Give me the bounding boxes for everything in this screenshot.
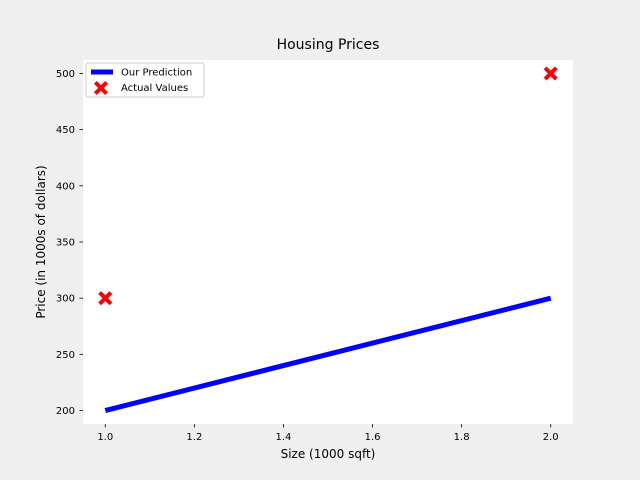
actual-value-point — [543, 66, 558, 81]
actual-value-point — [98, 291, 113, 306]
prediction-line — [104, 295, 552, 413]
y-axis-label: Price (in 1000s of dollars) — [34, 165, 48, 318]
y-tick-label: 350 — [56, 238, 75, 249]
x-axis-ticks: 1.0 1.2 1.4 1.6 1.8 2.0 — [97, 424, 559, 443]
legend-swatch-actual-values — [93, 80, 109, 96]
legend-x-marker-stroke-b — [93, 80, 109, 96]
actual-value-point-stroke-b — [543, 66, 558, 81]
legend-frame — [85, 62, 205, 98]
legend-label-actual-values: Actual Values — [121, 83, 188, 94]
x-tick-label: 1.0 — [97, 432, 113, 443]
y-axis-ticks: 200 250 300 350 400 450 500 — [56, 69, 83, 417]
series-layer — [98, 66, 558, 413]
chart-title: Housing Prices — [277, 37, 380, 53]
y-tick-label: 200 — [56, 406, 75, 417]
x-tick-label: 1.4 — [276, 432, 292, 443]
y-tick-label: 450 — [56, 125, 75, 136]
x-tick-label: 1.6 — [365, 432, 381, 443]
legend-x-marker — [93, 80, 109, 96]
x-tick-label: 1.2 — [186, 432, 202, 443]
actual-value-point-stroke-b — [98, 291, 113, 306]
y-tick-label: 300 — [56, 294, 75, 305]
x-axis-label: Size (1000 sqft) — [281, 447, 376, 461]
y-tick-label: 500 — [56, 69, 75, 80]
y-tick-label: 250 — [56, 350, 75, 361]
legend: Our Prediction Actual Values — [85, 62, 205, 98]
legend-label-our-prediction: Our Prediction — [121, 68, 192, 79]
plot-area — [83, 60, 573, 424]
x-tick-label: 1.8 — [454, 432, 470, 443]
x-tick-label: 2.0 — [543, 432, 559, 443]
y-tick-label: 400 — [56, 181, 75, 192]
